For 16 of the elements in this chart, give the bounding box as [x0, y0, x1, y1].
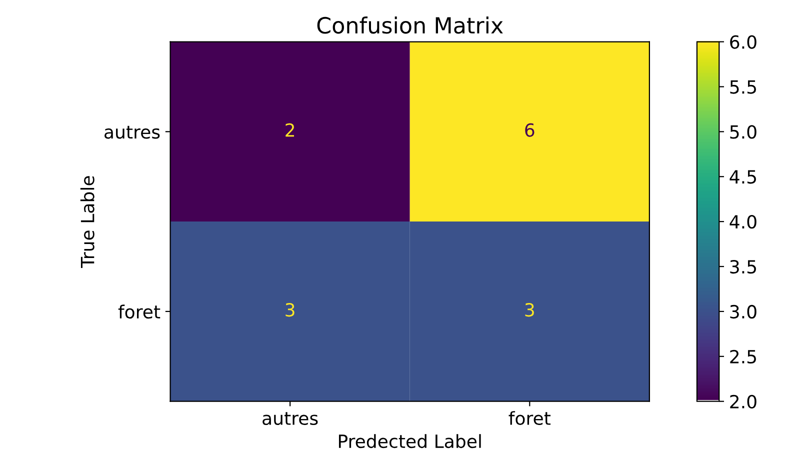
color-bar-label: 4.5	[730, 170, 756, 184]
color-bar-label: 2.0	[730, 394, 756, 408]
data-label: 6	[525, 123, 534, 137]
chart-title: Confusion Matrix	[317, 16, 503, 34]
color-bar-label: 4.0	[730, 215, 756, 229]
x-axis-title: Predected Label	[338, 434, 481, 448]
data-label: 3	[525, 303, 534, 317]
color-bar-label: 6.0	[730, 35, 756, 49]
data-label: 2	[286, 123, 294, 137]
color-bar-label: 5.5	[730, 80, 756, 94]
color-bar-label: 3.0	[730, 304, 756, 319]
data-label: 3	[286, 303, 294, 317]
color-bar-label: 5.0	[730, 125, 756, 139]
color-bar-label: 3.5	[730, 260, 756, 274]
y-axis-title: True Lable	[80, 176, 94, 268]
color-bar-label: 2.5	[730, 350, 756, 364]
